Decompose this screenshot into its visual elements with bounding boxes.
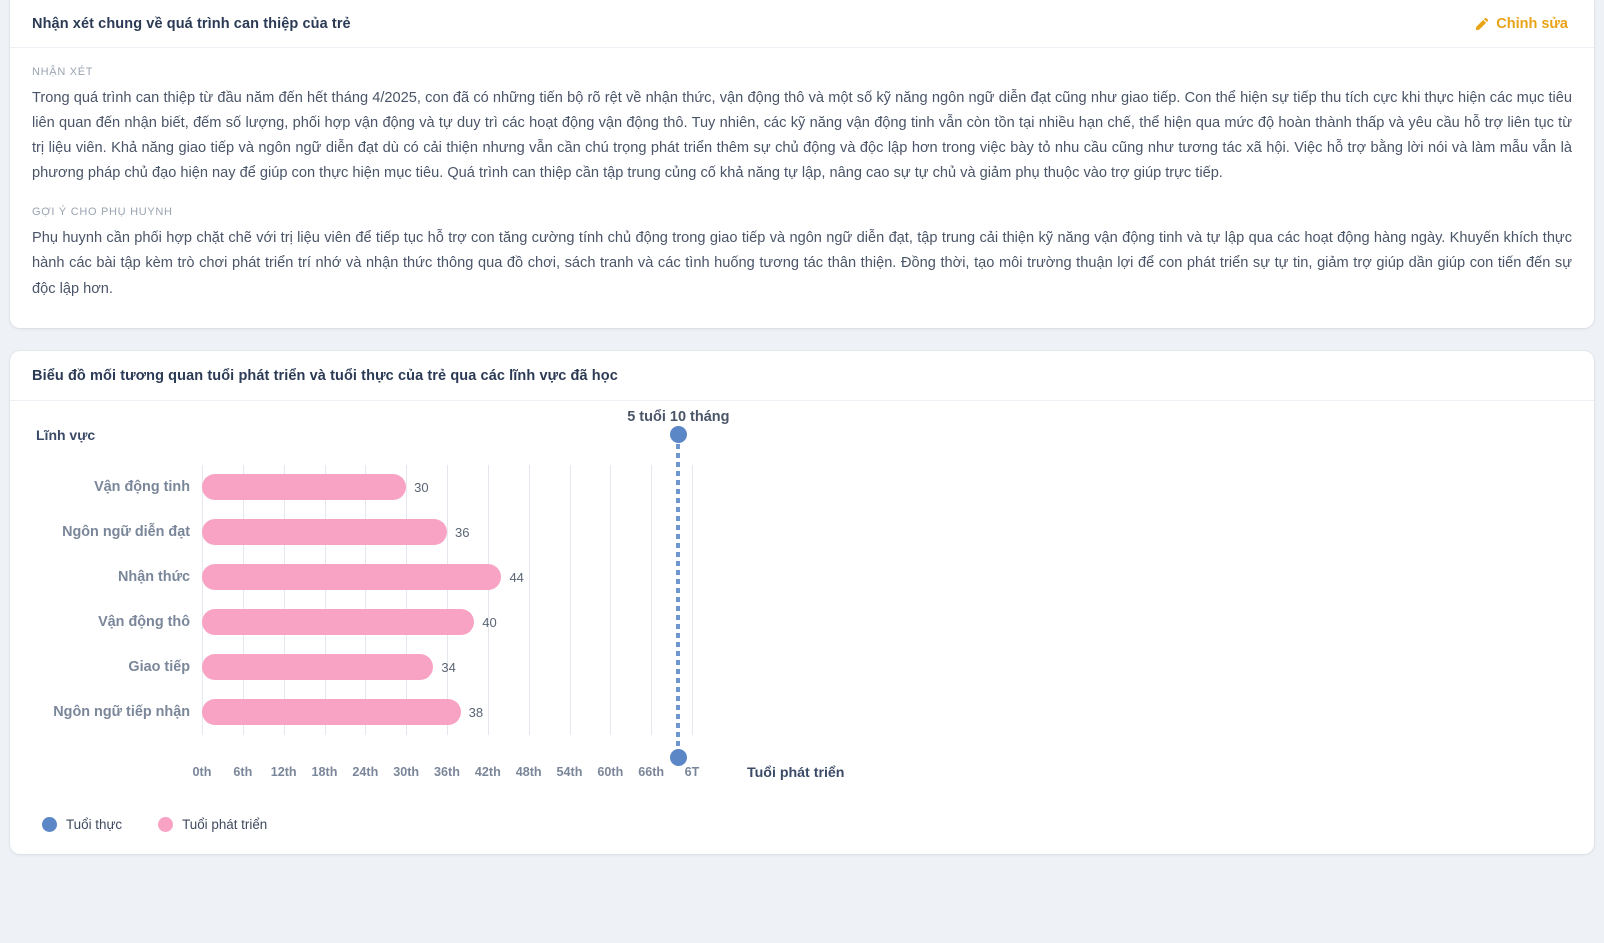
bar[interactable]	[202, 564, 502, 591]
bar-row-label: Nhận thức	[118, 569, 190, 586]
bar-row[interactable]: Nhận thức 44	[118, 564, 692, 591]
x-axis-tick: 36th	[434, 764, 460, 779]
bar[interactable]	[202, 474, 407, 501]
correlation-chart-card: Biểu đồ mối tương quan tuổi phát triển v…	[10, 350, 1594, 854]
x-axis-tick: 66th	[638, 764, 665, 779]
bar-row[interactable]: Giao tiếp 34	[128, 654, 692, 681]
real-age-marker-label: 5 tuổi 10 tháng	[627, 408, 730, 425]
x-axis-tick: 24th	[352, 764, 379, 779]
pencil-icon	[1474, 17, 1489, 32]
bar-row[interactable]: Vận động tinh 30	[94, 474, 692, 501]
x-axis-tick: 18th	[311, 764, 338, 779]
marker-dot-bottom	[669, 748, 687, 766]
marker-dot-top	[669, 425, 687, 443]
x-axis: 6T 66th 60th 54th 48th 42th 36th 30th 24th 18th 12…	[193, 764, 845, 789]
bar-row-label: Giao tiếp	[128, 659, 190, 676]
legend-item[interactable]: Tuổi thực	[42, 816, 123, 832]
legend-item[interactable]: Tuổi phát triển	[158, 816, 268, 832]
x-axis-tick: 48th	[515, 764, 542, 779]
bar[interactable]	[202, 609, 475, 636]
bar-value-label: 38	[468, 704, 484, 720]
legend-swatch	[42, 816, 57, 832]
x-axis-title: Tuổi phát triển	[747, 764, 845, 781]
plot-area-wrapper: Vận động tinh 30 Ngôn ngữ diễn đạt 36 Nhận t…	[32, 409, 1572, 766]
edit-button-label: Chỉnh sửa	[1496, 16, 1568, 32]
bar-rows: Vận động tinh 30 Ngôn ngữ diễn đạt 36 Nhận t…	[53, 465, 692, 735]
page-title: Nhận xét chung về quá trình can thiệp củ…	[32, 16, 351, 32]
bar-row-label: Vận động tinh	[94, 479, 190, 496]
y-axis-title: Lĩnh vực	[36, 426, 96, 443]
bar-row-label: Ngôn ngữ diễn đạt	[62, 524, 190, 541]
bar[interactable]	[202, 699, 461, 726]
gridline	[692, 464, 693, 735]
x-axis-tick: 30th	[393, 764, 420, 779]
general-comments-card: Nhận xét chung về quá trình can thiệp củ…	[10, 0, 1594, 328]
bar-row[interactable]: Ngôn ngữ tiếp nhận 38	[53, 699, 692, 726]
real-age-marker: 5 tuổi 10 tháng	[627, 409, 730, 766]
chart-legend: Tuổi thực Tuổi phát triển	[32, 789, 1572, 844]
comment-paragraph: Trong quá trình can thiệp từ đầu năm đến…	[32, 90, 1572, 182]
comments-card-header: Nhận xét chung về quá trình can thiệp củ…	[10, 0, 1594, 48]
x-axis-tick: 0th	[192, 764, 212, 779]
bar-value-label: 40	[482, 614, 497, 630]
bar-value-label: 30	[414, 479, 429, 495]
x-axis-tick: 6th	[233, 764, 253, 779]
plot-area: Vận động tinh 30 Ngôn ngữ diễn đạt 36 Nhận t…	[53, 409, 730, 766]
bar-value-label: 36	[455, 524, 470, 540]
bar-row-label: Vận động thô	[98, 614, 190, 631]
bar-row[interactable]: Vận động thô 40	[98, 609, 692, 636]
x-axis-tick: 42th	[474, 764, 501, 779]
x-axis-tick: 60th	[597, 764, 624, 779]
bar-value-label: 34	[441, 659, 456, 675]
legend-label: Tuổi phát triển	[182, 816, 268, 832]
bar-row[interactable]: Ngôn ngữ diễn đạt 36	[62, 519, 692, 546]
chart-card-header: Biểu đồ mối tương quan tuổi phát triển v…	[10, 351, 1594, 401]
legend-label: Tuổi thực	[66, 816, 123, 832]
bar[interactable]	[202, 654, 434, 681]
parent-advice-paragraph: Phụ huynh cần phối hợp chặt chẽ với trị …	[32, 230, 1572, 297]
bar-row-label: Ngôn ngữ tiếp nhận	[53, 704, 190, 721]
chart-title: Biểu đồ mối tương quan tuổi phát triển v…	[32, 367, 618, 384]
section-label-nhan-xet: NHẬN XÉT	[32, 66, 94, 78]
x-axis-tick: 6T	[684, 764, 700, 779]
bar[interactable]	[202, 519, 447, 546]
page-root: Nhận xét chung về quá trình can thiệp củ…	[10, 0, 1594, 854]
section-label-goi-y: GỢI Ý CHO PHỤ HUYNH	[32, 206, 173, 219]
comments-card-body: NHẬN XÉT Trong quá trình can thiệp từ đầ…	[10, 48, 1594, 328]
legend-swatch	[158, 816, 174, 832]
bar-value-label: 44	[509, 569, 524, 585]
edit-button[interactable]: Chỉnh sửa	[1470, 14, 1572, 34]
x-axis-tick: 54th	[556, 764, 583, 779]
chart-card-body: Lĩnh vực Vận động tinh 30 Ngôn ngữ diễn đạ…	[10, 401, 1594, 854]
x-axis-tick: 12th	[270, 764, 297, 779]
